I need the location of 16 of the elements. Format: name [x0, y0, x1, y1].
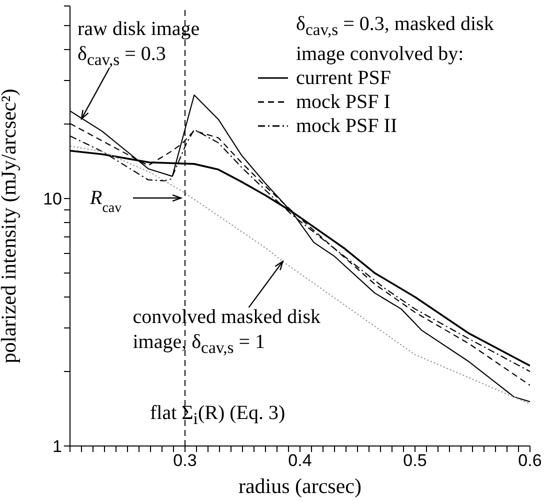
legend-title: δ$_{cav,s}$ = 0.3, masked disk image convolved by:: [295, 12, 495, 66]
y-axis-title: polarized intensity (mJy/arcsec²): [0, 88, 20, 364]
x-tick-label: 0.4: [288, 451, 312, 470]
annotation: raw disk image δ$_{cav,s}$ = 0.3: [78, 16, 201, 71]
x-tick-label: 0.6: [518, 451, 542, 470]
annotation: flat Σ$_{i}$(R) (Eq. 3): [150, 402, 286, 429]
x-axis-title: radius (arcsec): [238, 474, 362, 498]
y-tick-label: 1: [52, 437, 62, 456]
legend-label: current PSF: [296, 66, 391, 90]
annotation: convolved masked disk image, δ$_{cav,s}$ = 1: [132, 305, 322, 360]
legend-label: mock PSF II: [296, 114, 398, 138]
ref-line-label: R$_{cav}$: [89, 187, 122, 216]
y-tick-label: 10: [43, 190, 62, 209]
legend-label: mock PSF I: [296, 90, 390, 114]
x-tick-label: 0.5: [403, 451, 427, 470]
x-tick-label: 0.3: [173, 451, 197, 470]
